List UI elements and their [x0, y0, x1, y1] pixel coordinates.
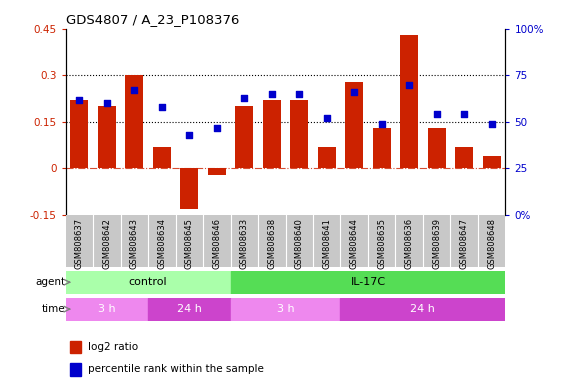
Text: GSM808648: GSM808648 — [487, 218, 496, 269]
Bar — [340, 298, 505, 321]
Text: 24 h: 24 h — [411, 304, 435, 314]
Bar — [373, 128, 391, 169]
Text: GSM808646: GSM808646 — [212, 218, 222, 269]
Point — [102, 100, 111, 106]
Text: GDS4807 / A_23_P108376: GDS4807 / A_23_P108376 — [66, 13, 239, 26]
Bar — [180, 169, 198, 209]
Point — [432, 111, 441, 118]
Text: log2 ratio: log2 ratio — [88, 342, 138, 352]
Bar — [455, 147, 473, 169]
Text: GSM808644: GSM808644 — [349, 218, 359, 268]
Text: 3 h: 3 h — [277, 304, 294, 314]
Point — [267, 91, 276, 97]
Bar — [70, 362, 81, 376]
Text: GSM808638: GSM808638 — [267, 218, 276, 269]
Text: GSM808641: GSM808641 — [322, 218, 331, 268]
Text: GSM808645: GSM808645 — [185, 218, 194, 268]
Bar — [70, 341, 81, 353]
Bar — [400, 35, 418, 169]
Bar — [482, 156, 501, 169]
Text: control: control — [129, 277, 167, 287]
Bar — [263, 100, 281, 169]
Point — [322, 115, 331, 121]
Bar — [148, 298, 231, 321]
Text: time: time — [42, 304, 66, 314]
Point — [349, 89, 359, 95]
Bar — [318, 147, 336, 169]
Bar — [231, 271, 505, 294]
Bar — [98, 106, 116, 169]
Text: GSM808636: GSM808636 — [405, 218, 413, 269]
Bar — [66, 298, 148, 321]
Bar — [70, 100, 89, 169]
Point — [295, 91, 304, 97]
Bar — [126, 75, 143, 169]
Text: GSM808639: GSM808639 — [432, 218, 441, 269]
Bar — [345, 81, 363, 169]
Point — [487, 121, 496, 127]
Bar — [153, 147, 171, 169]
Point — [377, 121, 386, 127]
Text: 24 h: 24 h — [177, 304, 202, 314]
Point — [240, 94, 249, 101]
Text: GSM808637: GSM808637 — [75, 218, 84, 269]
Bar — [235, 106, 253, 169]
Point — [212, 124, 222, 131]
Point — [157, 104, 166, 110]
Text: GSM808633: GSM808633 — [240, 218, 249, 269]
Bar — [66, 271, 231, 294]
Point — [185, 132, 194, 138]
Bar — [231, 298, 340, 321]
Text: GSM808635: GSM808635 — [377, 218, 386, 269]
Bar — [428, 128, 445, 169]
Point — [405, 81, 414, 88]
Text: GSM808640: GSM808640 — [295, 218, 304, 268]
Text: percentile rank within the sample: percentile rank within the sample — [88, 364, 264, 374]
Point — [130, 87, 139, 93]
Bar — [290, 100, 308, 169]
Text: GSM808642: GSM808642 — [102, 218, 111, 268]
Text: GSM808634: GSM808634 — [158, 218, 166, 269]
Text: 3 h: 3 h — [98, 304, 116, 314]
Point — [460, 111, 469, 118]
Bar — [208, 169, 226, 175]
Text: GSM808647: GSM808647 — [460, 218, 469, 269]
Text: IL-17C: IL-17C — [351, 277, 385, 287]
Text: GSM808643: GSM808643 — [130, 218, 139, 269]
Text: agent: agent — [35, 277, 66, 287]
Point — [75, 96, 84, 103]
